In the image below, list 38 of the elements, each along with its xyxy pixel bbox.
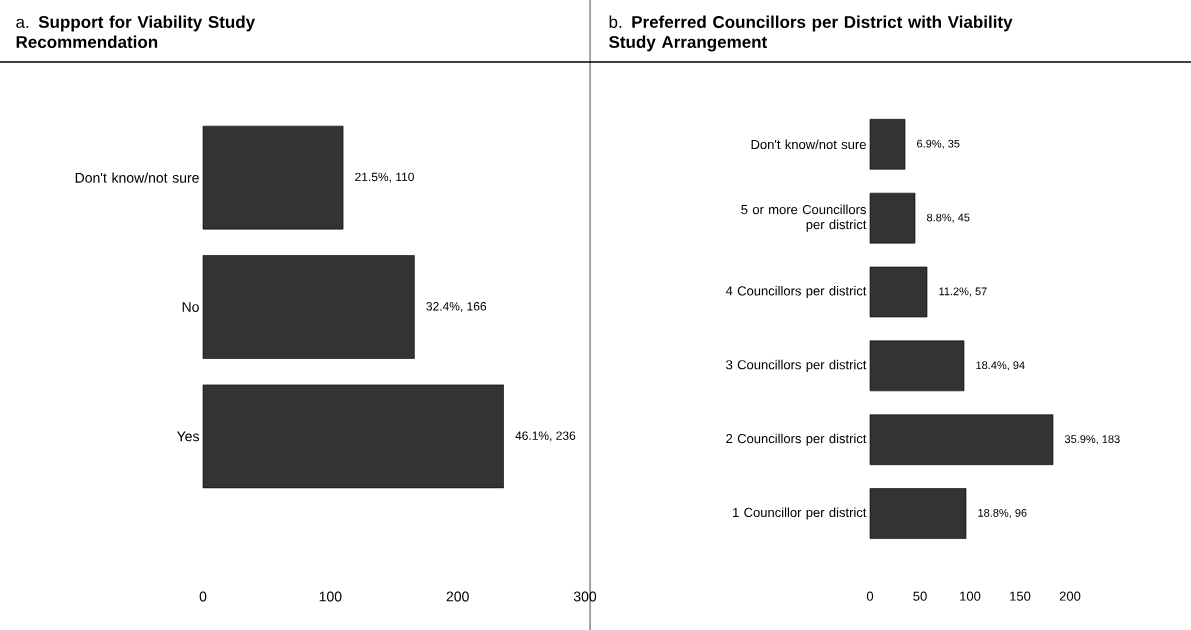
bar — [202, 125, 344, 230]
x-tick-label: 50 — [913, 591, 927, 601]
chart-title: a. Support for Viability Study Recommendation — [16, 15, 256, 49]
y-tick-label: 2 Councillors per district — [726, 433, 867, 446]
y-tick-label: 5 or more Councillors per district — [741, 204, 867, 232]
data-label: 11.2%, 57 — [939, 287, 987, 297]
x-tick-label: 200 — [446, 591, 469, 602]
bar — [202, 384, 504, 489]
y-tick-label: 1 Councillor per district — [733, 507, 867, 520]
bar — [202, 255, 415, 359]
y-tick-label: 3 Councillors per district — [726, 359, 867, 372]
bar — [869, 119, 906, 170]
bar — [869, 488, 967, 539]
y-tick-label: Don't know/not sure — [751, 139, 866, 150]
data-label: 46.1%, 236 — [515, 431, 576, 442]
bar — [869, 340, 965, 392]
x-tick-label: 0 — [199, 591, 207, 602]
x-tick-label: 200 — [1059, 591, 1081, 601]
x-tick-label: 100 — [319, 591, 342, 602]
x-tick-label: 100 — [960, 591, 981, 601]
data-label: 18.8%, 96 — [978, 509, 1027, 519]
y-tick-label: Yes — [176, 431, 199, 442]
y-tick-label: 4 Councillors per district — [725, 285, 867, 299]
data-label: 21.5%, 110 — [355, 172, 414, 183]
bar — [869, 192, 916, 244]
data-label: 32.4%, 166 — [426, 302, 487, 312]
data-label: 18.4%, 94 — [976, 361, 1025, 371]
x-tick-label: 300 — [573, 591, 597, 602]
bar — [869, 266, 928, 318]
y-tick-label: No — [182, 302, 199, 312]
data-label: 6.9%, 35 — [917, 139, 960, 149]
y-tick-label: Don't know/not sure — [75, 172, 199, 183]
x-tick-label: 0 — [866, 591, 874, 601]
data-label: 8.8%, 45 — [927, 213, 970, 223]
x-tick-label: 150 — [1010, 591, 1031, 601]
chart-title: b. Preferred Councillors per District with Viability Study Arrangement — [609, 15, 1013, 52]
data-label: 35.9%, 183 — [1064, 435, 1120, 445]
bar — [869, 414, 1054, 465]
